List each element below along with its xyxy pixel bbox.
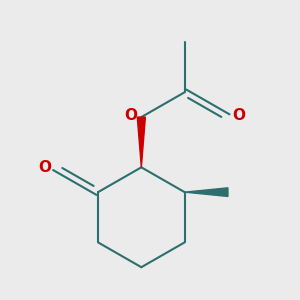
Text: O: O (232, 108, 245, 123)
Text: O: O (38, 160, 51, 175)
Polygon shape (137, 117, 146, 167)
Polygon shape (184, 188, 228, 197)
Text: O: O (124, 108, 137, 123)
